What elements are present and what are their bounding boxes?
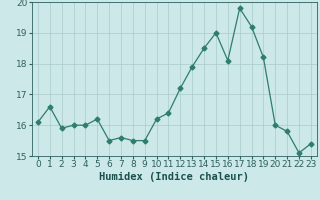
X-axis label: Humidex (Indice chaleur): Humidex (Indice chaleur) [100, 172, 249, 182]
